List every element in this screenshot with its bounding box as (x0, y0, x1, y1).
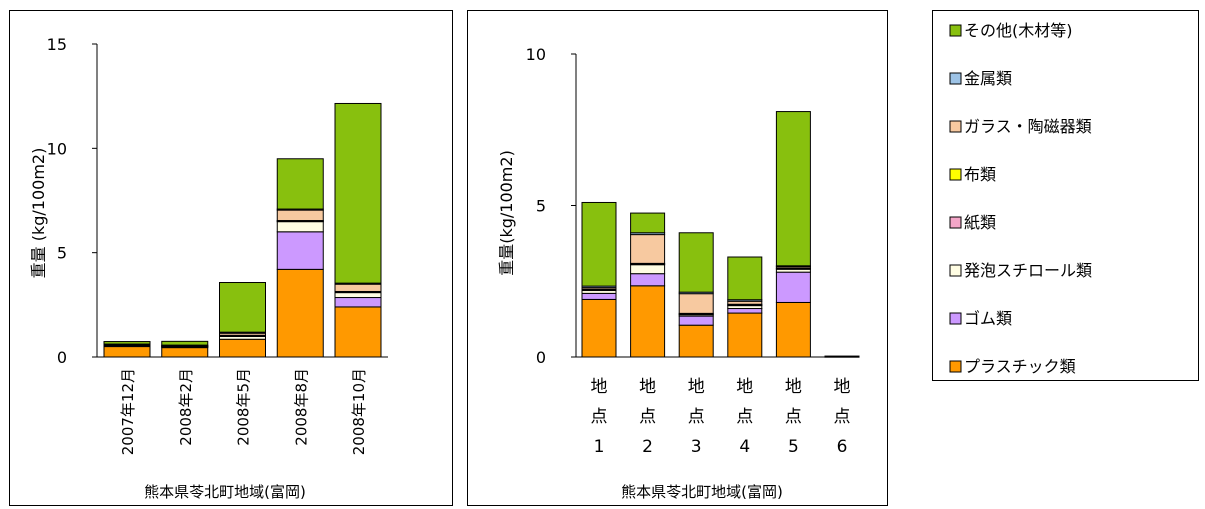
legend-swatch-rubber (949, 312, 962, 325)
chart-1-ytick-label: 10 (47, 139, 67, 158)
legend-swatch-cloth (949, 168, 962, 181)
legend-label-metal: 金属類 (964, 69, 1012, 88)
legend-frame (932, 10, 1199, 381)
bar-segment-rubber (276, 231, 324, 270)
chart-1-category-label: 2008年8月 (292, 368, 310, 446)
legend-label-other: その他(木材等) (964, 21, 1073, 40)
chart-2-ytick-label: 5 (536, 197, 546, 216)
bar-segment-rubber (334, 297, 382, 308)
bar-segment-plastic (678, 324, 714, 358)
chart-2-ylabel: 重量(kg/100m2) (497, 150, 516, 276)
chart-1-category-label: 2008年10月 (350, 368, 368, 455)
chart-2-category-label: 地点 1 (591, 377, 608, 457)
bar-segment-plastic (630, 285, 666, 358)
legend-label-rubber: ゴム類 (964, 309, 1012, 328)
chart-2-category-label: 地点 3 (688, 377, 705, 457)
bar-segment-rubber (581, 292, 617, 300)
legend-label-plastic: プラスチック類 (964, 357, 1076, 376)
chart-1-frame (9, 10, 453, 506)
chart-1-category-label: 2008年5月 (235, 368, 253, 446)
legend-swatch-glass (949, 120, 962, 133)
bar-segment-plastic (103, 346, 151, 358)
bar-segment-rubber (775, 271, 811, 303)
chart-2-frame (467, 10, 888, 506)
bar-segment-other (630, 212, 666, 234)
bar-segment-glass (678, 293, 714, 314)
bar-segment-rubber (678, 315, 714, 326)
bar-segment-plastic (334, 306, 382, 358)
legend-label-glass: ガラス・陶磁器類 (964, 117, 1092, 136)
bar-segment-glass (630, 234, 666, 264)
bar-segment-foam (824, 355, 860, 358)
legend-swatch-metal (949, 72, 962, 85)
legend-swatch-plastic (949, 360, 962, 373)
chart-1-ytick-label: 0 (57, 348, 67, 367)
chart-1-footer: 熊本県苓北町地域(富岡) (144, 483, 306, 501)
legend-swatch-other (949, 24, 962, 37)
bar-segment-other (276, 158, 324, 210)
chart-1-ylabel: 重量 (kg/100m2) (29, 148, 48, 279)
chart-2-ytick-label: 10 (526, 45, 546, 64)
bar-segment-plastic (161, 347, 209, 358)
bar-segment-plastic (581, 298, 617, 358)
chart-2-footer: 熊本県苓北町地域(富岡) (621, 483, 783, 501)
bar-segment-other (581, 201, 617, 287)
bar-segment-plastic (775, 301, 811, 358)
bar-segment-other (334, 102, 382, 284)
chart-2-ytick-label: 0 (536, 348, 546, 367)
legend-swatch-paper (949, 216, 962, 229)
chart-2-category-label: 地点 5 (785, 377, 802, 457)
chart-2-category-label: 地点 6 (834, 377, 851, 457)
legend-swatch-foam (949, 264, 962, 277)
bar-segment-glass (276, 209, 324, 222)
bar-segment-other (219, 282, 266, 333)
legend-label-foam: 発泡スチロール類 (964, 261, 1092, 280)
legend-label-paper: 紙類 (964, 213, 996, 232)
bar-segment-plastic (219, 338, 266, 358)
bar-segment-other (103, 341, 151, 345)
bar-segment-other (775, 111, 811, 267)
bar-segment-rubber (630, 273, 666, 287)
bar-segment-foam (630, 264, 666, 275)
chart-2-category-label: 地点 4 (736, 377, 753, 457)
chart-2-category-label: 地点 2 (639, 377, 656, 457)
chart-1-category-label: 2007年12月 (119, 368, 137, 455)
bar-segment-other (727, 256, 763, 301)
chart-1-ytick-label: 5 (57, 244, 67, 263)
bar-segment-foam (276, 220, 324, 233)
bar-segment-other (161, 340, 209, 346)
bar-segment-plastic (276, 268, 324, 358)
chart-1-category-label: 2008年2月 (177, 368, 195, 446)
bar-segment-rubber (727, 308, 763, 314)
chart-1-ytick-label: 15 (47, 35, 67, 54)
bar-segment-plastic (727, 312, 763, 358)
legend-label-cloth: 布類 (964, 165, 996, 184)
bar-segment-glass (334, 283, 382, 292)
bar-segment-other (678, 232, 714, 293)
